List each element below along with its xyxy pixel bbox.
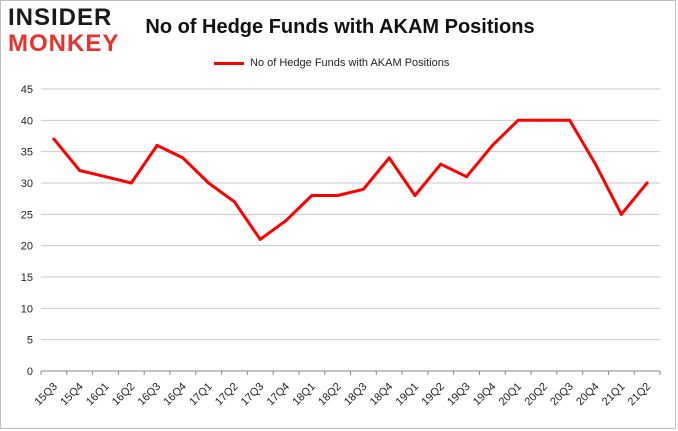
x-tick-label: 18Q3 [342, 381, 370, 409]
data-point [387, 156, 391, 160]
data-point [207, 181, 211, 185]
y-tick-label: 25 [21, 209, 33, 221]
x-tick-label: 18Q1 [290, 381, 318, 409]
data-point [78, 168, 82, 172]
data-point [232, 200, 236, 204]
x-tick-label: 21Q2 [626, 381, 654, 409]
x-tick-label: 18Q4 [368, 381, 396, 409]
x-tick-label: 18Q2 [316, 381, 344, 409]
y-tick-label: 30 [21, 178, 33, 190]
x-tick-label: 20Q1 [497, 381, 525, 409]
logo-line-1: INSIDER [8, 4, 113, 31]
data-point [336, 194, 340, 198]
x-tick-label: 19Q1 [394, 381, 422, 409]
x-tick-label: 15Q3 [32, 381, 60, 409]
x-tick-label: 17Q4 [265, 381, 293, 409]
data-point [439, 162, 443, 166]
y-tick-label: 45 [21, 84, 33, 96]
data-point [155, 143, 159, 147]
x-tick-label: 16Q4 [161, 381, 189, 409]
legend-swatch [214, 61, 244, 65]
series-line [52, 118, 649, 241]
data-point [284, 219, 288, 223]
x-tick-label: 16Q2 [110, 381, 138, 409]
y-tick-label: 0 [27, 366, 33, 378]
data-point [594, 162, 598, 166]
x-tick-label: 19Q4 [471, 381, 499, 409]
data-point [103, 175, 107, 179]
chart-title: No of Hedge Funds with AKAM Positions [145, 16, 535, 38]
x-tick-label: 19Q3 [445, 381, 473, 409]
data-point [310, 194, 314, 198]
data-point [568, 118, 572, 122]
data-point [645, 181, 649, 185]
legend-label: No of Hedge Funds with AKAM Positions [250, 57, 450, 69]
x-tick-label: 20Q4 [574, 381, 602, 409]
x-tick-label: 19Q2 [419, 381, 447, 409]
data-point [181, 156, 185, 160]
logo-line-2: MONKEY [8, 30, 120, 57]
data-point [129, 181, 133, 185]
data-point [258, 237, 262, 241]
y-tick-label: 15 [21, 272, 33, 284]
x-tick-label: 20Q3 [548, 381, 576, 409]
chart-legend: No of Hedge Funds with AKAM Positions [214, 55, 449, 71]
y-tick-label: 10 [21, 303, 33, 315]
data-point [516, 118, 520, 122]
data-point [361, 187, 365, 191]
x-tick-label: 15Q4 [58, 381, 86, 409]
insider-monkey-logo: INSIDER MONKEY [8, 6, 128, 56]
y-tick-label: 35 [21, 147, 33, 159]
x-tick-label: 17Q3 [239, 381, 267, 409]
x-tick-label: 21Q1 [600, 381, 628, 409]
y-tick-label: 20 [21, 241, 33, 253]
data-point [490, 143, 494, 147]
x-tick-label: 17Q2 [213, 381, 241, 409]
data-point [413, 194, 417, 198]
data-point [52, 137, 56, 141]
x-tick-label: 17Q1 [187, 381, 215, 409]
x-tick-label: 16Q3 [136, 381, 164, 409]
data-point [465, 175, 469, 179]
data-point [542, 118, 546, 122]
y-tick-label: 40 [21, 115, 33, 127]
y-tick-label: 5 [27, 335, 33, 347]
x-tick-label: 16Q1 [84, 381, 112, 409]
data-point [619, 212, 623, 216]
x-tick-label: 20Q2 [523, 381, 551, 409]
